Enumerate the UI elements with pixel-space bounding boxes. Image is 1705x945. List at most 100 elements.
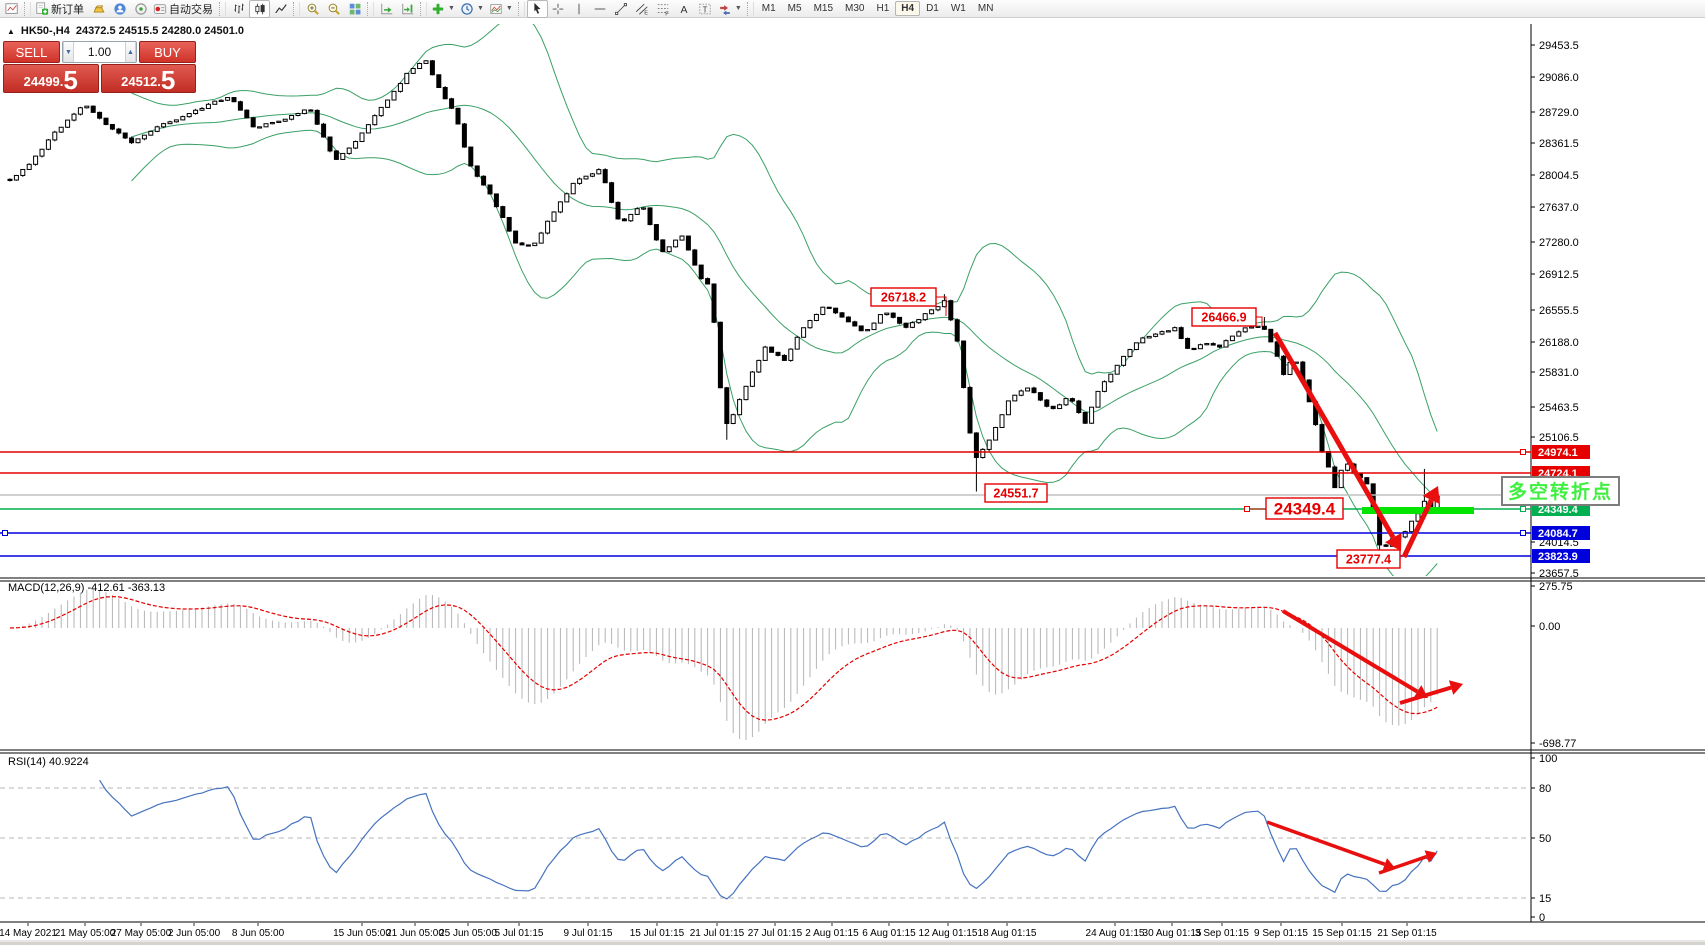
timeframe-d1-button[interactable]: D1 — [926, 3, 939, 14]
crosshair-button[interactable] — [548, 0, 569, 18]
volume-input[interactable] — [74, 42, 125, 62]
zoom-out-icon — [327, 2, 341, 16]
price-annotation[interactable] — [1336, 549, 1401, 569]
red-trend-arrow[interactable] — [1401, 486, 1440, 559]
timeframe-mn-button[interactable]: MN — [977, 3, 994, 14]
vertical-line-button[interactable] — [569, 0, 590, 18]
timeframe-m15-button[interactable]: M15 — [813, 3, 834, 14]
sell-button[interactable]: SELL — [3, 41, 60, 63]
toolbar: 新订单 自动交易 ▼ ▼ ▼ E F A T ▼ M1 M5 M15 M30 H1 H4 D1 W1 MN — [0, 0, 1705, 18]
gold-bar-icon — [92, 2, 106, 16]
svg-text:30 Aug 01:15: 30 Aug 01:15 — [1143, 928, 1202, 939]
svg-text:25831.0: 25831.0 — [1539, 367, 1579, 379]
chevron-down-icon[interactable]: ▼ — [505, 5, 513, 12]
zoom-out-button[interactable] — [323, 0, 344, 18]
crosshair-icon — [551, 2, 565, 16]
chart-window-icon — [4, 2, 19, 16]
zoom-in-button[interactable] — [302, 0, 323, 18]
arrows-button[interactable]: ▼ — [716, 0, 745, 18]
timeframe-m5-button[interactable]: M5 — [787, 3, 802, 14]
new-order-button[interactable]: 新订单 — [33, 0, 88, 18]
template-button[interactable]: ▼ — [487, 0, 516, 18]
line-chart-button[interactable] — [270, 0, 291, 18]
sell-price-big-digit: 5 — [63, 64, 78, 95]
svg-text:26718.2: 26718.2 — [881, 291, 926, 305]
chevron-down-icon[interactable]: ▼ — [476, 5, 484, 12]
channel-button[interactable]: E — [632, 0, 653, 18]
volume-decrease-button[interactable]: ▼ — [63, 42, 75, 62]
svg-text:0.00: 0.00 — [1539, 621, 1560, 633]
svg-text:15 Jun 05:00: 15 Jun 05:00 — [333, 928, 391, 939]
horizontal-line-icon — [593, 2, 607, 16]
price-axis: 29453.5 29086.0 28729.0 28361.5 28004.5 27637… — [1531, 40, 1579, 924]
label-button[interactable]: T — [695, 0, 716, 18]
one-click-trading-panel: SELL ▼ ▲ BUY 24499.5 24512.5 — [3, 41, 196, 93]
timeframe-h1-button[interactable]: H1 — [876, 3, 890, 14]
price-annotation[interactable] — [870, 287, 937, 307]
timeframe-h4-button[interactable]: H4 — [895, 1, 921, 16]
timeframe-w1-button[interactable]: W1 — [950, 3, 966, 14]
buy-button[interactable]: BUY — [139, 41, 196, 63]
sell-price-display[interactable]: 24499. 5 — [3, 64, 99, 93]
fibonacci-button[interactable]: F — [653, 0, 674, 18]
price-annotation[interactable] — [984, 483, 1048, 503]
svg-text:MACD(12,26,9) -412.61 -363.13: MACD(12,26,9) -412.61 -363.13 — [8, 582, 165, 594]
svg-text:21 Jul 01:15: 21 Jul 01:15 — [690, 928, 745, 939]
add-indicator-button[interactable]: ▼ — [429, 0, 458, 18]
svg-text:24349.4: 24349.4 — [1538, 504, 1579, 516]
svg-text:25 Jun 05:00: 25 Jun 05:00 — [439, 928, 497, 939]
red-trend-arrow[interactable] — [1272, 331, 1402, 551]
cursor-button[interactable] — [526, 0, 548, 18]
price-annotation[interactable] — [1265, 497, 1344, 520]
timeframe-m1-button[interactable]: M1 — [761, 3, 776, 14]
red-trend-arrow[interactable] — [1281, 609, 1428, 699]
tile-windows-button[interactable] — [344, 0, 365, 18]
autotrade-button[interactable]: 自动交易 — [151, 0, 217, 18]
chart-frame — [0, 24, 1705, 945]
gold-bar-button[interactable] — [88, 0, 109, 18]
buy-price-display[interactable]: 24512. 5 — [100, 64, 196, 93]
volume-increase-button[interactable]: ▲ — [125, 42, 136, 62]
trendline-button[interactable] — [611, 0, 632, 18]
chart-window-button[interactable] — [1, 0, 22, 18]
horizontal-line-button[interactable] — [590, 0, 611, 18]
community-button[interactable] — [109, 0, 130, 18]
svg-text:12 Aug 01:15: 12 Aug 01:15 — [919, 928, 978, 939]
price-annotation[interactable] — [1191, 307, 1257, 327]
auto-scroll-icon — [380, 2, 394, 16]
collapse-arrow-icon[interactable]: ▲ — [7, 26, 15, 36]
chevron-down-icon[interactable]: ▼ — [448, 5, 455, 12]
label-icon: T — [698, 2, 712, 16]
period-icon — [460, 2, 474, 16]
chart-shift-icon — [401, 2, 415, 16]
red-trend-arrow[interactable] — [1378, 850, 1437, 875]
period-button[interactable]: ▼ — [458, 0, 487, 18]
text-icon: A — [677, 2, 691, 16]
toolbar-button-label: 新订单 — [51, 3, 84, 16]
svg-text:23823.9: 23823.9 — [1538, 551, 1578, 563]
svg-text:28729.0: 28729.0 — [1539, 107, 1579, 119]
signals-button[interactable] — [130, 0, 151, 18]
fibonacci-icon: F — [656, 2, 670, 16]
bar-chart-button[interactable] — [228, 0, 249, 18]
text-button[interactable]: A — [674, 0, 695, 18]
buy-price-main: 24512. — [121, 74, 161, 89]
green-support-bar[interactable] — [1362, 507, 1474, 514]
toolbar-separator — [367, 1, 374, 16]
timeframe-m30-button[interactable]: M30 — [845, 3, 865, 14]
red-trend-arrow[interactable] — [1399, 680, 1463, 705]
toolbar-separator — [746, 1, 754, 16]
rsi-panel: RSI(14) 40.9224 — [0, 756, 1531, 900]
chevron-down-icon[interactable]: ▼ — [734, 5, 742, 12]
turning-point-text-box[interactable] — [1501, 476, 1620, 506]
candlestick-chart-button[interactable] — [249, 0, 270, 18]
red-trend-arrow[interactable] — [1266, 820, 1395, 871]
chart-shift-button[interactable] — [397, 0, 418, 18]
svg-text:24084.7: 24084.7 — [1538, 528, 1578, 540]
toolbar-separator — [24, 1, 31, 16]
auto-scroll-button[interactable] — [376, 0, 397, 18]
svg-text:27 Jul 01:15: 27 Jul 01:15 — [748, 928, 803, 939]
main-chart — [7, 24, 1440, 576]
